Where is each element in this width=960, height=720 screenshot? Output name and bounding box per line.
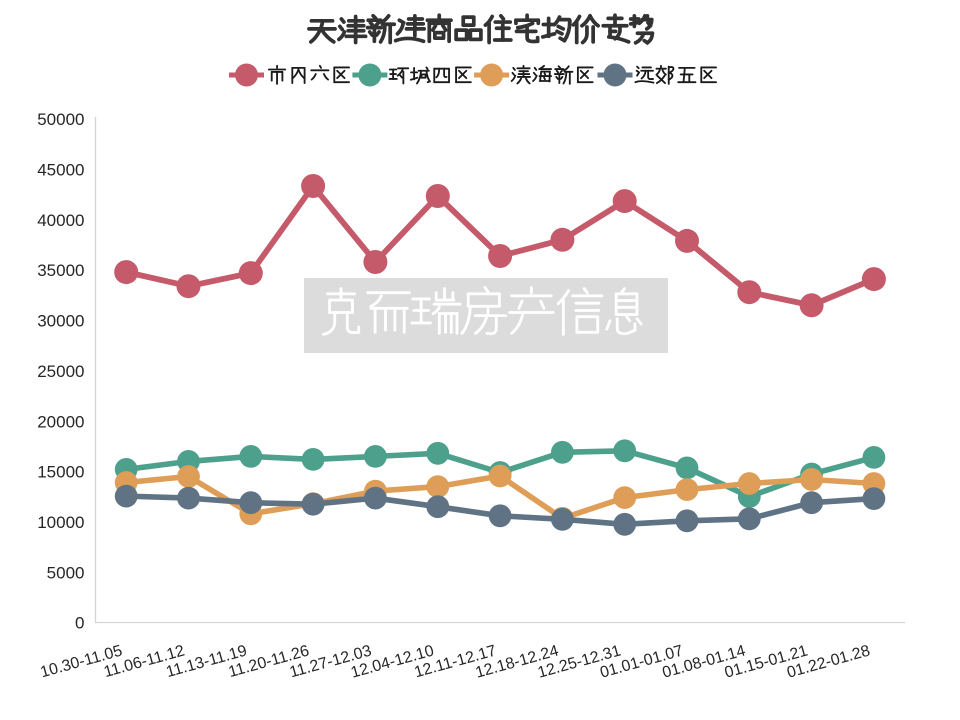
- svg-text:20000: 20000: [37, 412, 84, 431]
- svg-text:5000: 5000: [47, 563, 85, 582]
- svg-text:50000: 50000: [37, 110, 84, 129]
- svg-text:0: 0: [75, 614, 84, 633]
- svg-text:40000: 40000: [37, 211, 84, 230]
- svg-text:45000: 45000: [37, 161, 84, 180]
- svg-text:10000: 10000: [37, 513, 84, 532]
- svg-text:35000: 35000: [37, 261, 84, 280]
- svg-text:30000: 30000: [37, 312, 84, 331]
- svg-text:15000: 15000: [37, 463, 84, 482]
- svg-text:25000: 25000: [37, 362, 84, 381]
